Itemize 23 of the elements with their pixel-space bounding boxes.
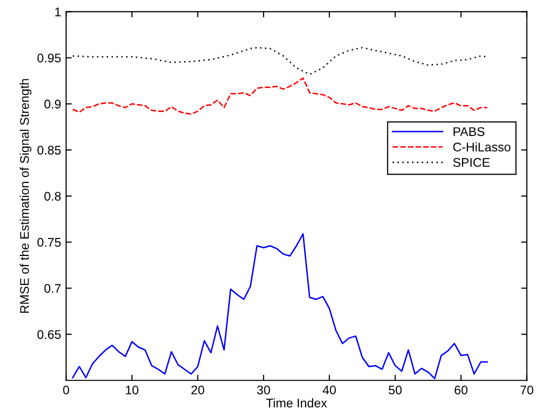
y-tick-label: 0.65 [37,330,61,339]
line-series [72,233,488,380]
x-tick-label: 0 [63,386,70,394]
y-tick-label: 0.95 [37,54,61,62]
y-tick-label: 0.75 [37,238,61,247]
x-tick-label: 30 [257,386,270,394]
legend-label: PABS [454,127,484,136]
y-tick-label: 0.8 [44,192,61,201]
x-tick-label: 70 [520,386,534,394]
legend-label: C-HiLasso [453,142,510,152]
y-tick-label: 1 [55,8,61,16]
line-series [72,77,488,115]
legend-label: SPICE [453,158,490,167]
x-tick-label: 40 [322,386,336,394]
x-tick-label: 20 [191,386,204,394]
x-tick-label: 10 [126,386,138,394]
y-tick-label: 0.85 [37,146,61,155]
y-tick-label: 0.9 [44,100,61,109]
x-tick-label: 50 [388,386,402,394]
x-tick-label: 60 [454,386,468,394]
y-tick-label: 0.7 [44,284,61,293]
x-axis-title: Time Index [266,398,328,408]
y-axis-title: RMSE of the Estimation of Signal Strength [20,79,32,313]
